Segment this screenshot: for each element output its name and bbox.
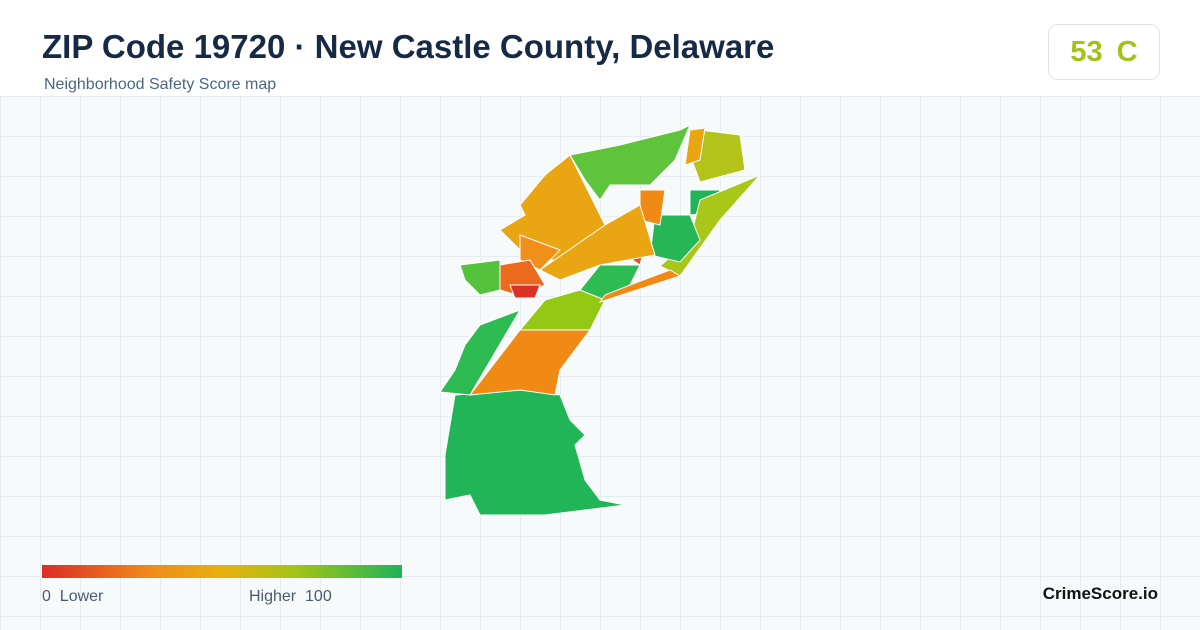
legend-bar: [42, 565, 402, 578]
header: [0, 0, 1200, 96]
score-grade: C: [1116, 35, 1138, 68]
region: [459, 259, 501, 296]
legend-min: 0 Lower: [42, 588, 103, 606]
subtitle: Neighborhood Safety Score map: [44, 76, 277, 93]
legend-max: Higher 100: [249, 588, 332, 606]
score-badge: 53 C: [1048, 24, 1160, 80]
score-value: 53: [1070, 35, 1103, 68]
legend-max-value: 100: [305, 588, 332, 605]
region: [509, 284, 541, 299]
legend-min-label: Lower: [59, 588, 104, 605]
title: ZIP Code 19720 · New Castle County, Dela…: [42, 28, 775, 65]
region: [569, 123, 691, 201]
region: [684, 127, 706, 166]
region: [439, 309, 522, 396]
brand: CrimeScore.io: [1042, 584, 1158, 603]
legend-min-value: 0: [42, 588, 51, 605]
region: [444, 389, 626, 516]
legend-max-label: Higher: [249, 588, 297, 605]
region: [598, 269, 682, 303]
